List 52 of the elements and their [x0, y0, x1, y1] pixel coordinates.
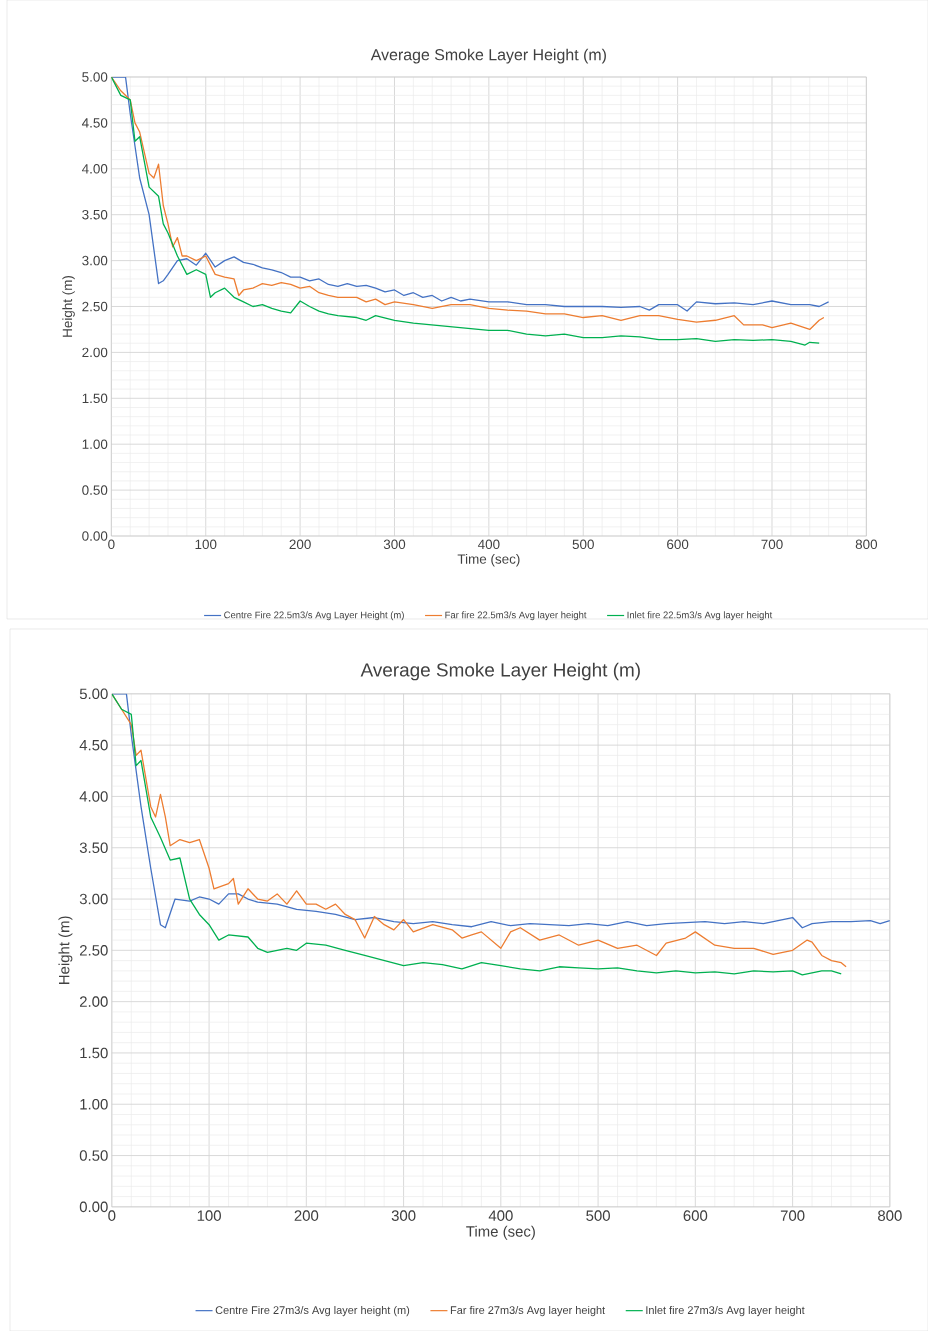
x-tick-label: 600 — [683, 1210, 708, 1221]
x-tick-label: 100 — [195, 539, 217, 550]
x-tick-label: 800 — [855, 539, 878, 550]
y-tick-label: 2.00 — [82, 347, 108, 358]
y-axis-title: Height (m) — [62, 275, 75, 337]
x-tick-label: 700 — [761, 539, 783, 550]
y-tick-label: 3.00 — [82, 255, 108, 266]
x-tick-label: 0 — [108, 1210, 116, 1221]
y-tick-label: 0.50 — [82, 485, 108, 495]
legend-label: Inlet fire 27m3/s Avg layer height — [646, 1305, 805, 1317]
y-tick-label: 5.00 — [79, 688, 108, 700]
y-tick-label: 0.00 — [82, 531, 108, 541]
x-axis-title: Time (sec) — [457, 553, 520, 567]
y-tick-label: 0.00 — [79, 1201, 108, 1213]
y-tick-label: 4.00 — [81, 164, 108, 174]
x-tick-label: 300 — [391, 1210, 416, 1221]
y-tick-label: 1.50 — [80, 1047, 108, 1059]
legend-label: Far fire 27m3/s Avg layer height — [450, 1305, 606, 1317]
x-tick-label: 500 — [586, 1210, 610, 1221]
x-tick-label: 200 — [289, 539, 311, 550]
x-tick-label: 300 — [383, 539, 406, 550]
y-tick-label: 4.00 — [79, 791, 108, 802]
y-axis-title: Height (m) — [58, 916, 73, 984]
x-tick-label: 800 — [878, 1210, 902, 1221]
y-tick-label: 1.00 — [80, 1098, 108, 1110]
x-tick-label: 100 — [197, 1210, 221, 1221]
x-tick-label: 400 — [477, 539, 500, 550]
legend-label: Centre Fire 22.5m3/s Avg Layer Height (m) — [224, 611, 404, 621]
legend-label: Centre Fire 27m3/s Avg layer height (m) — [215, 1305, 410, 1317]
y-tick-label: 2.00 — [79, 996, 108, 1007]
x-tick-label: 0 — [108, 539, 115, 550]
y-tick-label: 3.50 — [79, 842, 108, 854]
legend-label: Inlet fire 22.5m3/s Avg layer height — [627, 611, 773, 621]
y-tick-label: 4.50 — [81, 118, 108, 128]
x-tick-label: 600 — [667, 539, 689, 550]
legend-label: Far fire 22.5m3/s Avg layer height — [445, 611, 587, 621]
y-tick-label: 1.00 — [82, 439, 108, 449]
x-tick-label: 400 — [488, 1210, 513, 1221]
y-tick-label: 1.50 — [82, 393, 108, 404]
y-tick-label: 5.00 — [82, 72, 108, 82]
chart-title: Average Smoke Layer Height (m) — [370, 48, 606, 64]
x-tick-label: 700 — [780, 1210, 805, 1221]
y-tick-label: 4.50 — [79, 739, 108, 751]
x-tick-label: 500 — [572, 539, 594, 550]
y-tick-label: 0.50 — [79, 1150, 108, 1161]
x-axis-title: Time (sec) — [466, 1225, 535, 1240]
y-tick-label: 2.50 — [79, 945, 108, 956]
y-tick-label: 3.00 — [79, 893, 108, 905]
chart-title: Average Smoke Layer Height (m) — [360, 662, 640, 681]
y-tick-label: 2.50 — [82, 301, 108, 312]
y-tick-label: 3.50 — [82, 209, 108, 220]
x-tick-label: 200 — [294, 1210, 319, 1221]
